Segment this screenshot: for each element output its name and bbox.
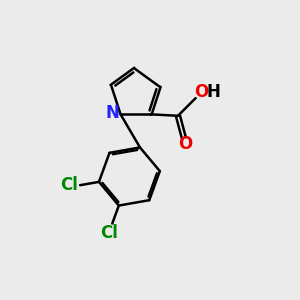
Text: O: O — [178, 135, 192, 153]
Text: N: N — [105, 104, 119, 122]
Text: O: O — [194, 82, 208, 100]
Text: H: H — [207, 82, 221, 100]
Text: Cl: Cl — [100, 224, 118, 242]
Text: Cl: Cl — [60, 176, 78, 194]
